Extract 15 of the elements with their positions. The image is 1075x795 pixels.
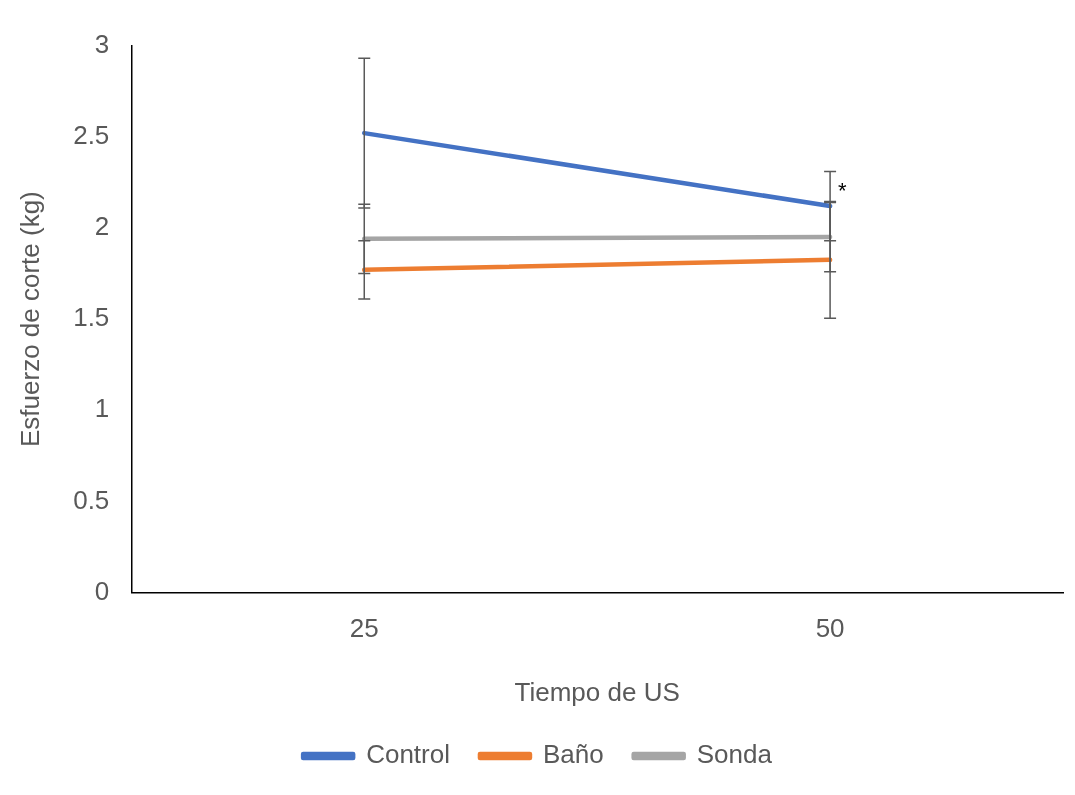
y-axis-title: Esfuerzo de corte (kg) [14,191,45,447]
y-tick-label: 2.5 [73,119,110,150]
y-tick-label: 1.5 [73,302,110,333]
x-tick-label: 25 [349,613,379,644]
annotation: * [838,177,848,203]
legend-label: Sonda [696,739,773,770]
y-tick-label: 2 [94,211,110,242]
y-tick-label: 0.5 [73,484,110,515]
y-tick-label: 1 [94,393,110,424]
y-tick-label: 0 [94,575,110,606]
y-tick-label: 3 [94,28,110,59]
legend-label: Baño [542,739,604,770]
legend-label: Control [366,739,450,770]
x-axis-title: Tiempo de US [514,676,680,707]
x-tick-label: 50 [815,613,845,644]
